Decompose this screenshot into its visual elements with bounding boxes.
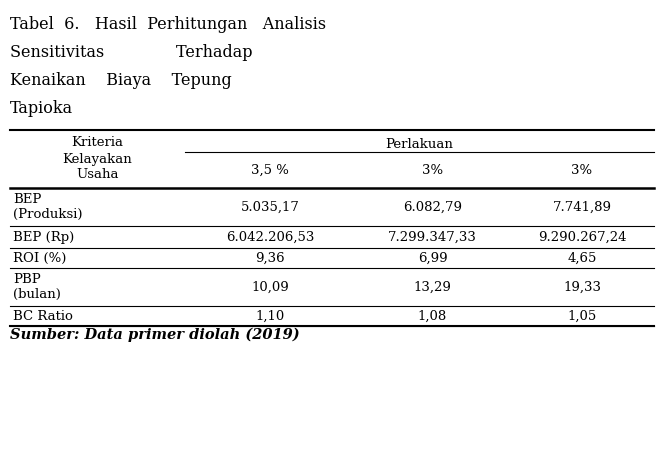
Text: Sensitivitas              Terhadap: Sensitivitas Terhadap: [10, 44, 252, 61]
Text: 10,09: 10,09: [251, 280, 289, 293]
Text: 5.035,17: 5.035,17: [240, 200, 299, 213]
Text: ROI (%): ROI (%): [13, 251, 66, 264]
Text: 9,36: 9,36: [255, 251, 285, 264]
Text: 9.290.267,24: 9.290.267,24: [538, 231, 626, 243]
Text: 1,10: 1,10: [256, 309, 285, 322]
Text: Tabel  6.   Hasil  Perhitungan   Analisis: Tabel 6. Hasil Perhitungan Analisis: [10, 16, 326, 33]
Text: 6.082,79: 6.082,79: [403, 200, 462, 213]
Text: 4,65: 4,65: [567, 251, 597, 264]
Text: 7.299.347,33: 7.299.347,33: [388, 231, 477, 243]
Text: Kriteria
Kelayakan
Usaha: Kriteria Kelayakan Usaha: [62, 137, 132, 182]
Text: 3%: 3%: [422, 163, 443, 176]
Text: PBP
(bulan): PBP (bulan): [13, 273, 61, 301]
Text: BEP
(Produksi): BEP (Produksi): [13, 193, 82, 221]
Text: Tapioka: Tapioka: [10, 100, 73, 117]
Text: Sumber: Data primer diolah (2019): Sumber: Data primer diolah (2019): [10, 328, 299, 343]
Text: 19,33: 19,33: [563, 280, 601, 293]
Text: 1,05: 1,05: [567, 309, 597, 322]
Text: 7.741,89: 7.741,89: [552, 200, 612, 213]
Text: 3%: 3%: [572, 163, 592, 176]
Text: BC Ratio: BC Ratio: [13, 309, 73, 322]
Text: 6.042.206,53: 6.042.206,53: [226, 231, 314, 243]
Text: BEP (Rp): BEP (Rp): [13, 231, 74, 243]
Text: 13,29: 13,29: [414, 280, 452, 293]
Text: 6,99: 6,99: [418, 251, 448, 264]
Text: Kenaikan    Biaya    Tepung: Kenaikan Biaya Tepung: [10, 72, 232, 89]
Text: 1,08: 1,08: [418, 309, 447, 322]
Text: Perlakuan: Perlakuan: [386, 138, 454, 151]
Text: 3,5 %: 3,5 %: [251, 163, 289, 176]
